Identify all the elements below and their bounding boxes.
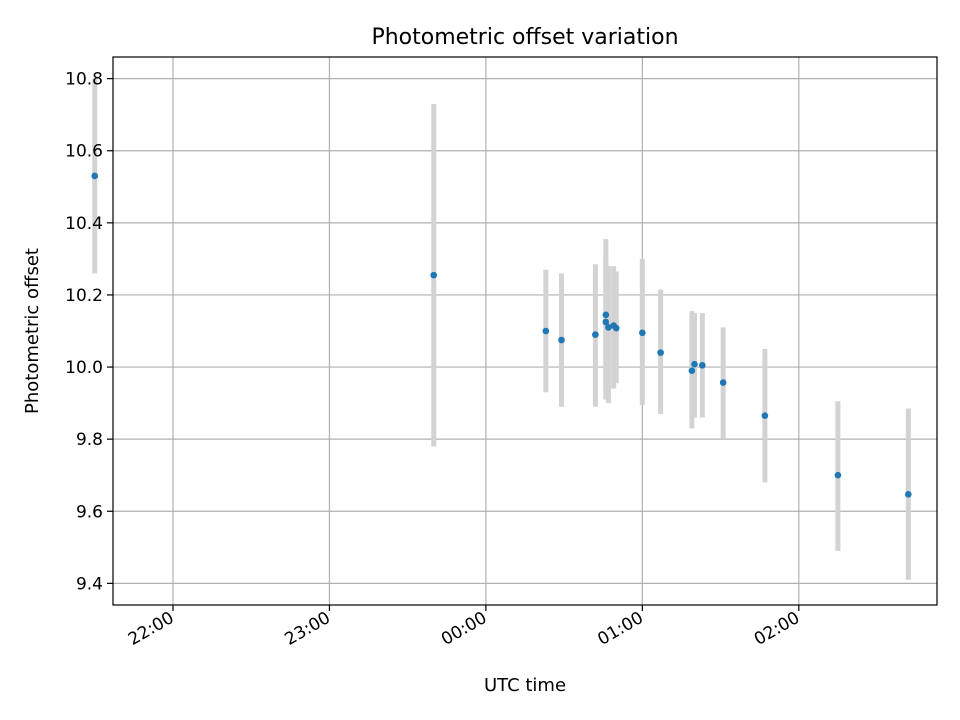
axis-ticks: 9.49.69.810.010.210.410.610.822:00 23:00 0… bbox=[65, 70, 803, 650]
data-point bbox=[602, 318, 610, 326]
chart-title: Photometric offset variation bbox=[371, 25, 678, 50]
data-point bbox=[834, 471, 842, 479]
y-tick-label: 10.2 bbox=[65, 286, 103, 306]
y-tick-label: 9.8 bbox=[76, 430, 103, 450]
grid bbox=[113, 57, 937, 605]
y-tick-label: 10.8 bbox=[65, 70, 103, 90]
data-point bbox=[699, 361, 706, 369]
data-point bbox=[691, 360, 698, 368]
data-point bbox=[657, 349, 664, 356]
data-point bbox=[91, 172, 99, 180]
data-point bbox=[542, 327, 550, 335]
plot-area bbox=[113, 57, 937, 605]
data-point bbox=[612, 324, 620, 332]
data-point bbox=[905, 491, 912, 498]
data-point bbox=[592, 331, 599, 338]
data-points bbox=[91, 172, 912, 498]
y-axis-title: Photometric offset bbox=[22, 248, 43, 414]
plot-frame bbox=[112, 56, 938, 606]
y-tick-label: 9.4 bbox=[76, 574, 103, 594]
data-point bbox=[761, 412, 769, 420]
x-axis-title: UTC time bbox=[484, 675, 566, 696]
y-tick-label: 10.6 bbox=[65, 142, 103, 162]
y-tick-label: 10.4 bbox=[65, 214, 103, 234]
y-tick-label: 9.6 bbox=[76, 502, 103, 522]
data-point bbox=[639, 329, 646, 337]
data-point bbox=[602, 311, 610, 319]
data-point bbox=[558, 336, 565, 344]
data-point bbox=[688, 367, 696, 374]
data-point bbox=[605, 324, 612, 331]
y-tick-label: 10.0 bbox=[65, 358, 103, 378]
data-point bbox=[430, 271, 438, 279]
data-point bbox=[719, 379, 727, 386]
